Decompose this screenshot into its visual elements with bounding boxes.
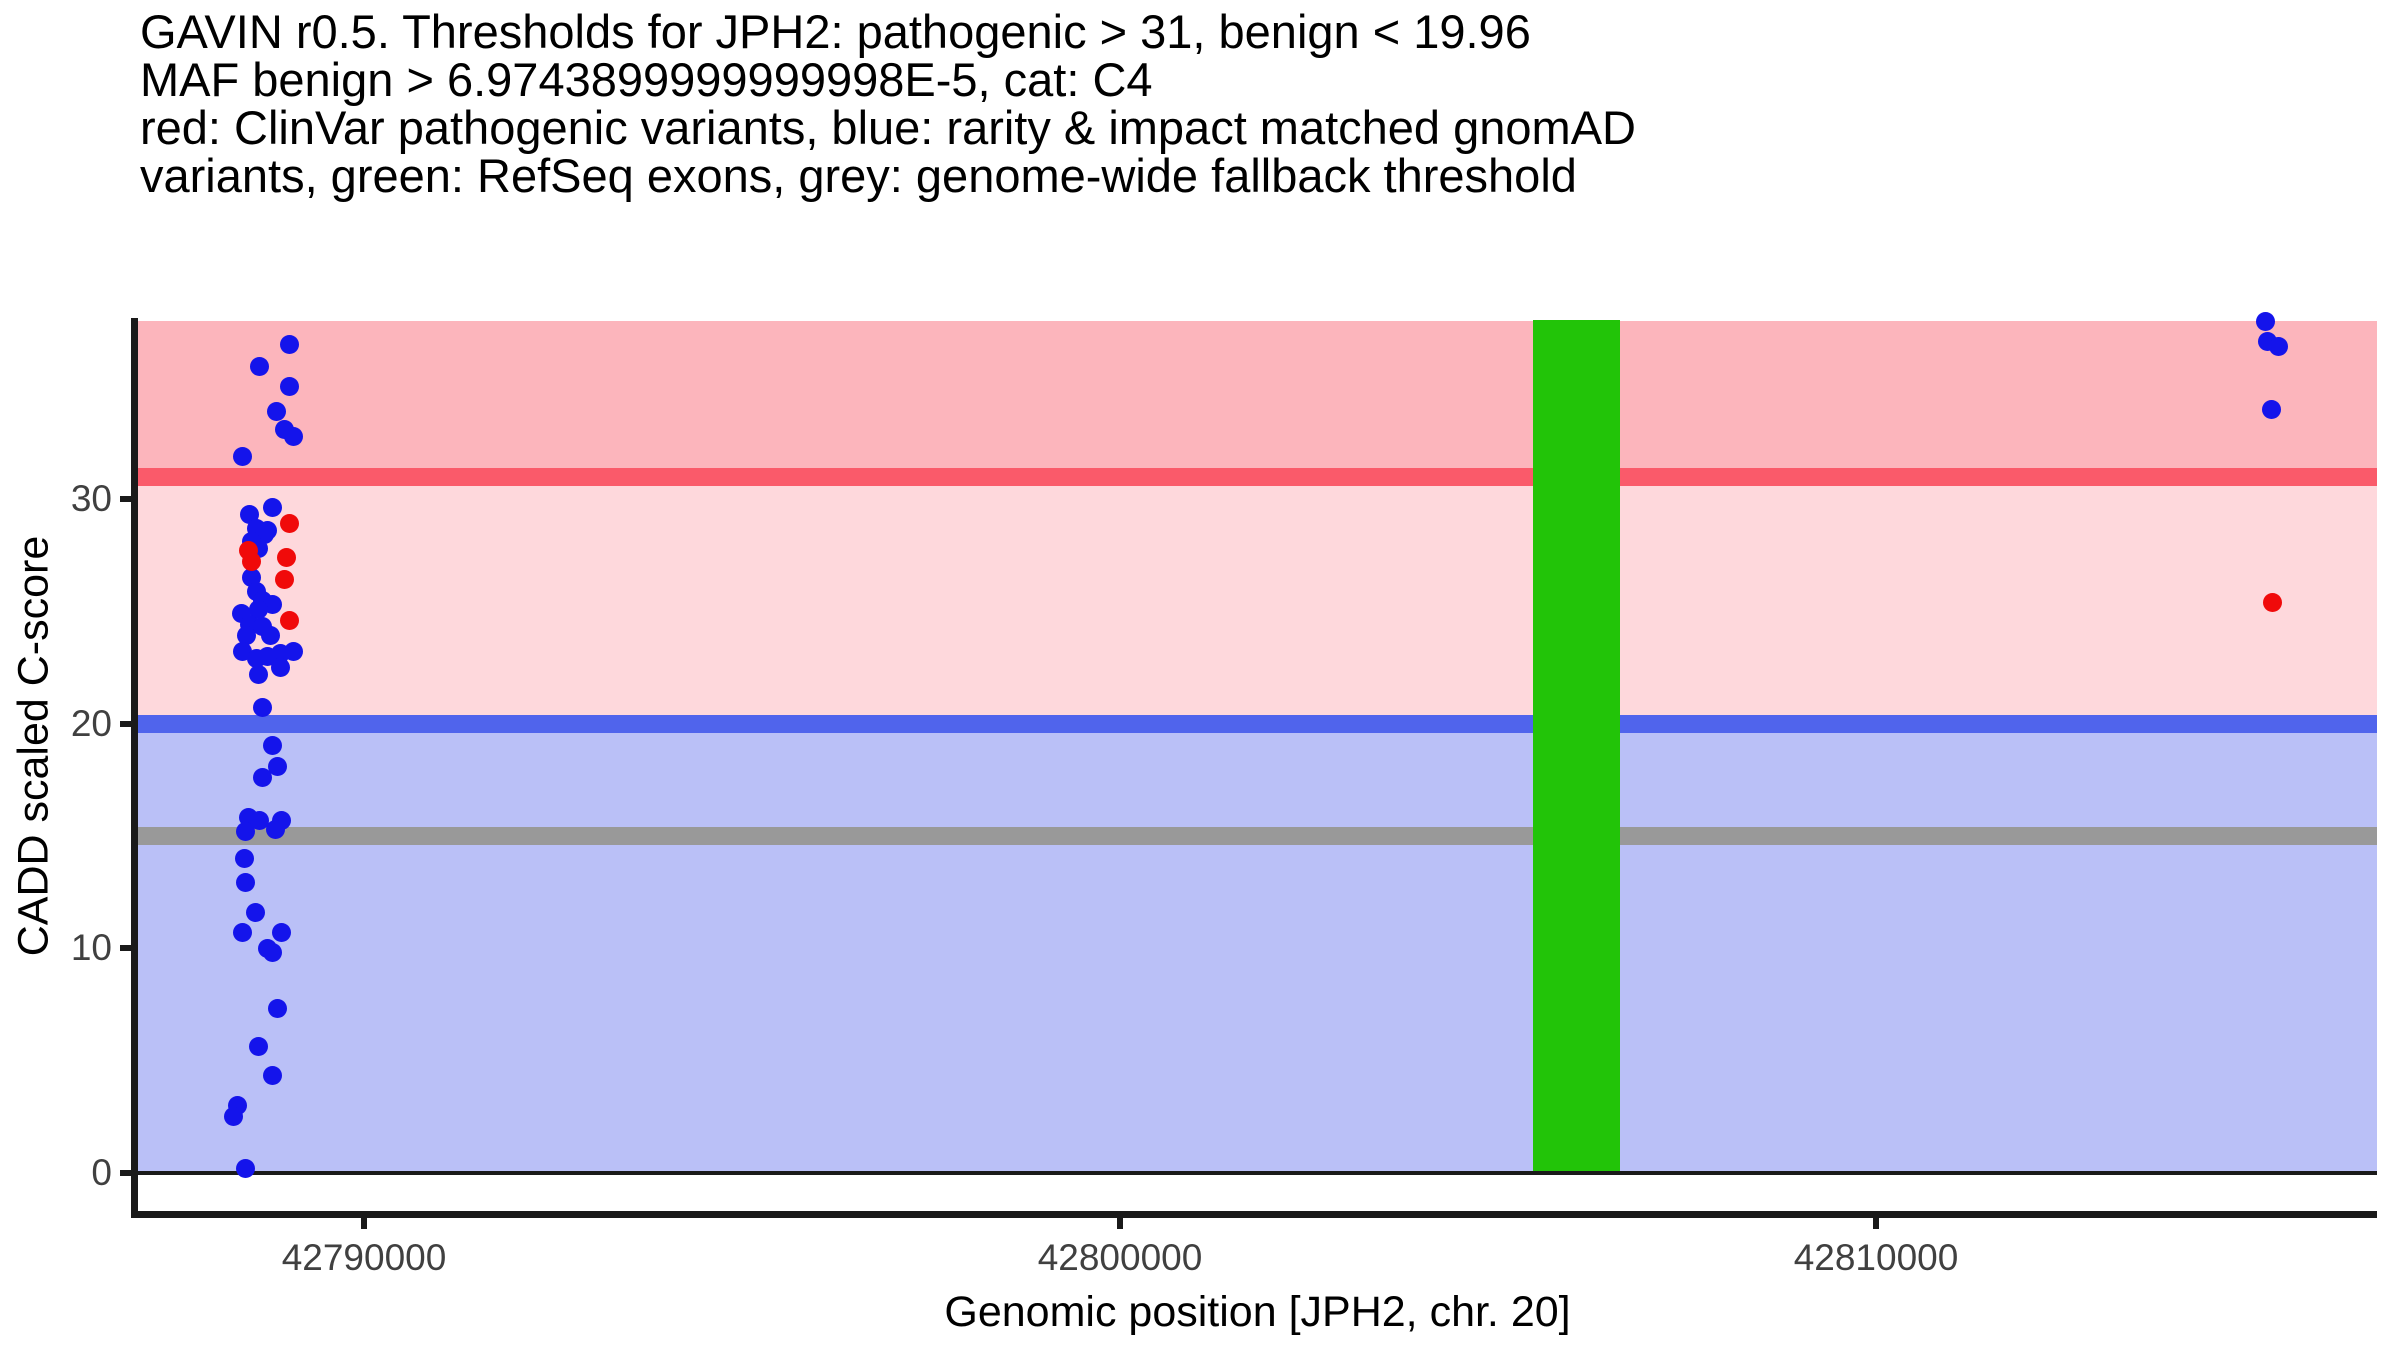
data-point-pathogenic xyxy=(275,570,295,590)
title-line-4: variants, green: RefSeq exons, grey: gen… xyxy=(140,149,1577,202)
data-point-gnomad xyxy=(2268,336,2288,356)
data-point-gnomad xyxy=(253,767,273,787)
data-point-gnomad xyxy=(250,810,270,830)
data-point-gnomad xyxy=(284,426,304,446)
title-line-1: GAVIN r0.5. Thresholds for JPH2: pathoge… xyxy=(140,5,1531,58)
data-point-gnomad xyxy=(270,657,290,677)
data-point-gnomad xyxy=(235,873,255,893)
data-point-pathogenic xyxy=(280,610,300,630)
data-point-gnomad xyxy=(263,942,283,962)
hline-fallback-threshold xyxy=(138,826,2377,845)
data-point-gnomad xyxy=(2255,312,2275,332)
x-tick-label: 42790000 xyxy=(281,1237,447,1278)
refseq-exon-bar xyxy=(1532,320,1621,1173)
band-pathogenic-region xyxy=(138,320,2377,477)
data-point-gnomad xyxy=(249,1037,269,1057)
x-tick-mark xyxy=(1117,1218,1123,1229)
y-tick-label: 10 xyxy=(70,927,112,968)
data-point-gnomad xyxy=(268,756,288,776)
data-point-pathogenic xyxy=(2263,592,2283,612)
title-line-3: red: ClinVar pathogenic variants, blue: … xyxy=(140,101,1636,154)
x-tick-mark xyxy=(361,1218,367,1229)
x-tick-label: 42800000 xyxy=(1037,1237,1203,1278)
data-point-gnomad xyxy=(248,599,268,619)
data-point-gnomad xyxy=(234,848,254,868)
data-point-gnomad xyxy=(233,922,253,942)
y-tick-mark xyxy=(120,1169,131,1176)
data-point-gnomad xyxy=(263,736,283,756)
data-point-gnomad xyxy=(253,698,273,718)
y-tick-label: 20 xyxy=(70,702,112,744)
data-point-gnomad xyxy=(279,334,299,354)
data-point-gnomad xyxy=(224,1106,244,1126)
x-tick-mark xyxy=(1873,1218,1879,1229)
data-point-gnomad xyxy=(246,902,266,922)
hline-pathogenic-threshold xyxy=(138,467,2377,486)
band-benign-region xyxy=(138,724,2377,1173)
data-point-gnomad xyxy=(233,446,253,466)
data-point-gnomad xyxy=(265,819,285,839)
data-point-gnomad xyxy=(272,922,292,942)
data-point-gnomad xyxy=(260,626,280,646)
data-point-gnomad xyxy=(2262,399,2282,419)
data-point-gnomad xyxy=(263,1066,283,1086)
data-point-gnomad xyxy=(267,401,287,421)
band-vous-region xyxy=(138,476,2377,725)
hline-benign-threshold xyxy=(138,715,2377,734)
data-point-pathogenic xyxy=(277,547,297,567)
data-point-gnomad xyxy=(280,377,300,397)
zero-baseline xyxy=(138,1170,2377,1175)
data-point-gnomad xyxy=(263,498,283,518)
y-tick-label: 30 xyxy=(70,478,112,519)
data-point-gnomad xyxy=(237,626,257,646)
data-point-gnomad xyxy=(235,821,255,841)
data-point-gnomad xyxy=(263,595,283,614)
x-tick-label: 42810000 xyxy=(1793,1237,1959,1278)
x-axis-line xyxy=(131,1211,2377,1218)
data-point-gnomad xyxy=(248,664,268,684)
x-axis-title: Genomic position [JPH2, chr. 20] xyxy=(944,1288,1571,1336)
y-tick-mark xyxy=(120,945,131,951)
y-tick-mark xyxy=(120,496,131,502)
data-point-pathogenic xyxy=(280,514,300,534)
title-line-2: MAF benign > 6.9743899999999998E-5, cat:… xyxy=(140,53,1153,106)
data-point-gnomad xyxy=(268,999,288,1019)
y-tick-label: 0 xyxy=(91,1151,112,1193)
data-point-gnomad xyxy=(235,1158,255,1178)
data-point-gnomad xyxy=(250,357,270,377)
y-axis-line xyxy=(131,318,138,1218)
y-tick-mark xyxy=(120,720,131,727)
chart-title: GAVIN r0.5. Thresholds for JPH2: pathoge… xyxy=(140,8,1636,200)
data-point-gnomad xyxy=(283,642,303,662)
data-point-pathogenic xyxy=(242,552,262,572)
